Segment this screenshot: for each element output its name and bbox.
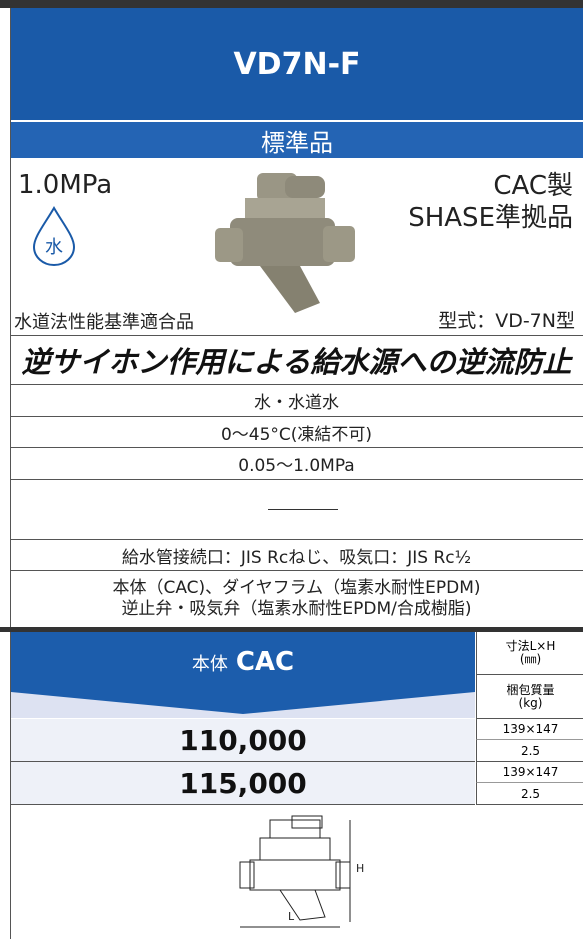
spec-temperature: 0〜45°C(凍結不可) [10,417,583,448]
material-line: 本体（CAC)、ダイヤフラム（塩素水耐性EPDM) [112,578,481,598]
weight: 2.5 [476,783,583,805]
height-label: H [356,862,364,875]
spec-connection: 給水管接続口：JIS Rcねじ、吸気口：JIS Rc½ [10,540,583,571]
spec-materials: 本体（CAC)、ダイヤフラム（塩素水耐性EPDM) 逆止弁・吸気弁（塩素水耐性E… [10,571,583,627]
dimensions: 139×147 [476,762,583,783]
spec-pressure: 0.05〜1.0MPa [10,448,583,480]
material-line: 逆止弁・吸気弁（塩素水耐性EPDM/合成樹脂) [121,599,472,619]
certification: 水道法性能基準適合品 [14,312,194,333]
header-line: 寸法L×H [505,639,556,653]
length-label: L [288,910,295,923]
top-rule [0,0,583,8]
header-line: (㎜) [519,652,542,666]
dash [268,509,338,510]
left-rule [10,0,11,939]
dim-header: 寸法L×H (㎜) [476,632,583,675]
weight-header: 梱包質量 (kg) [476,675,583,719]
tagline: 逆サイホン作用による給水源への逆流防止 [10,336,583,385]
price: 115,000 [11,762,475,805]
material: CAC製 [493,171,573,201]
rule [10,335,583,336]
thick-rule [0,627,583,632]
dimensions: 139×147 [476,719,583,740]
body-label: 本体 [192,654,228,675]
icon-label: 水 [45,237,63,258]
header-line: 梱包質量 [506,682,555,697]
spec-right: CAC製 SHASE準拠品 [408,170,573,234]
model-header: VD7N-F [11,8,583,120]
model-type: 型式：VD-7N型 [438,310,575,332]
pressure: 1.0MPa [18,170,113,200]
water-icon: 水 [32,206,76,266]
spec-empty [10,480,583,540]
dimension-drawing: H L [239,815,364,928]
spec-fluid: 水・水道水 [10,385,583,417]
banner-text: 本体 CAC [192,647,294,677]
banner: 本体 CAC [11,632,475,714]
product-photo [215,173,355,313]
weight: 2.5 [476,740,583,762]
price: 110,000 [11,719,475,762]
header-line: (kg) [518,695,543,710]
grade-band: 標準品 [11,122,583,158]
body-material: CAC [236,647,294,677]
standard: SHASE準拠品 [408,203,573,233]
